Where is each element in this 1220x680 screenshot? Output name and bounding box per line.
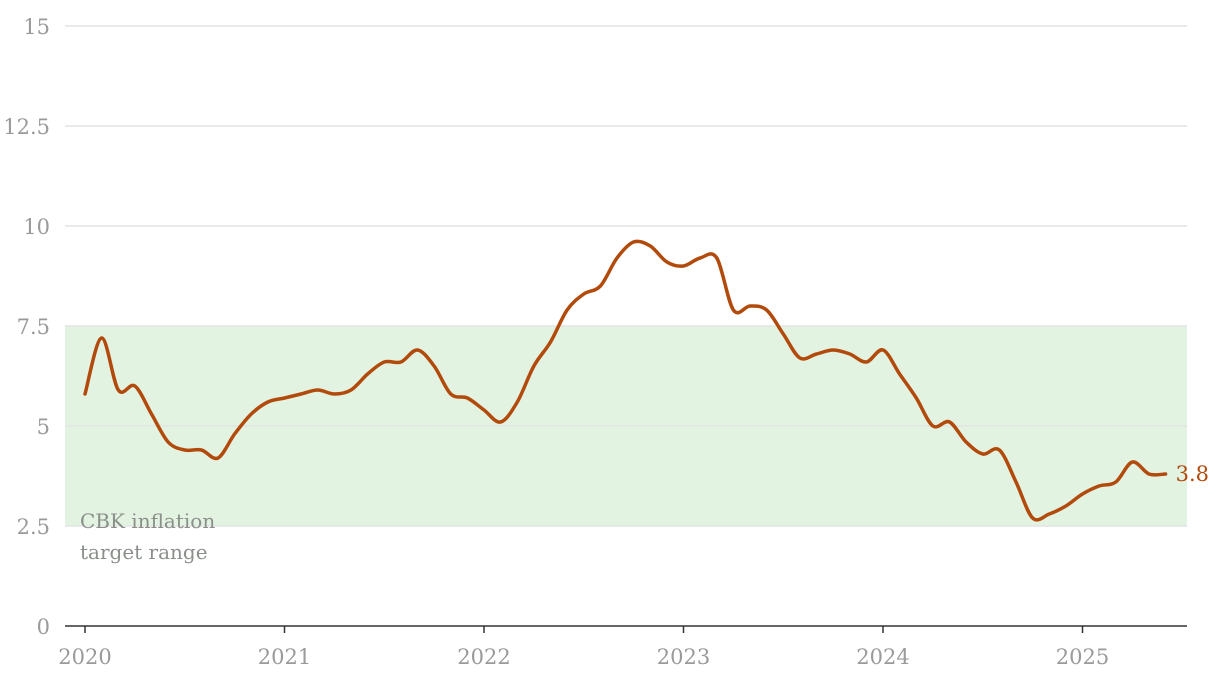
last-value-label: 3.8 [1176, 462, 1209, 486]
x-tick-label: 2021 [258, 645, 311, 669]
gridlines [65, 25, 1187, 527]
band-label-line1: CBK inflation [80, 509, 215, 533]
inflation-series-line [83, 239, 1168, 522]
y-tick-label: 7.5 [17, 315, 50, 339]
y-tick-label: 0 [37, 615, 50, 639]
x-tick-label: 2024 [856, 645, 909, 669]
x-tick-label: 2020 [58, 645, 111, 669]
x-tick-label: 2025 [1056, 645, 1109, 669]
y-tick-label: 2.5 [17, 515, 50, 539]
x-axis-ticks: 2020 2021 2022 2023 2024 2025 [58, 626, 1109, 669]
x-tick-label: 2022 [457, 645, 510, 669]
x-tick-label: 2023 [657, 645, 710, 669]
y-tick-label: 15 [23, 15, 50, 39]
y-tick-label: 5 [37, 415, 50, 439]
y-axis-ticks: 0 2.5 5 7.5 10 12.5 15 [3, 15, 50, 639]
y-tick-label: 12.5 [3, 115, 50, 139]
band-label-line2: target range [80, 540, 208, 564]
y-tick-label: 10 [23, 215, 50, 239]
